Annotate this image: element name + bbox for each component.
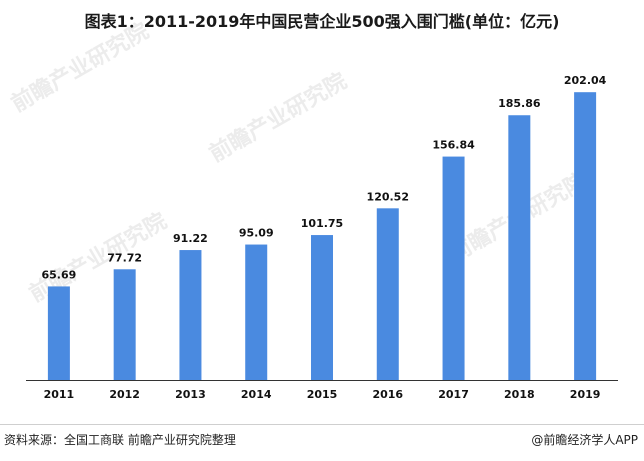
value-label-2019: 202.04 [564, 74, 607, 87]
x-tick-2013: 2013 [175, 388, 206, 401]
x-tick-2018: 2018 [504, 388, 535, 401]
bar-2012 [113, 269, 136, 380]
value-label-2018: 185.86 [498, 97, 541, 110]
value-label-2015: 101.75 [301, 217, 343, 230]
value-label-2017: 156.84 [432, 139, 475, 152]
bars-group [47, 92, 597, 381]
credit-note: @前瞻经济学人APP [531, 433, 638, 447]
bar-2017 [442, 156, 465, 380]
x-tick-2011: 2011 [44, 388, 75, 401]
chart-title: 图表1：2011-2019年中国民营企业500强入围门槛(单位：亿元) [84, 12, 560, 31]
value-label-2013: 91.22 [173, 232, 208, 245]
value-labels: 65.69 77.72 91.22 95.09 101.75 120.52 156.84 18… [41, 74, 606, 281]
bar-2013 [179, 250, 202, 380]
x-tick-2012: 2012 [109, 388, 140, 401]
x-tick-2017: 2017 [438, 388, 469, 401]
value-label-2016: 120.52 [367, 190, 409, 203]
bar-2011 [47, 286, 70, 380]
value-label-2012: 77.72 [107, 251, 142, 264]
bar-2019 [574, 92, 597, 381]
source-note: 资料来源：全国工商联 前瞻产业研究院整理 [4, 433, 236, 447]
bar-2016 [376, 208, 399, 380]
footer-divider [0, 424, 644, 425]
x-tick-labels: 2011 2012 2013 2014 2015 2016 2017 2018 2019 [44, 388, 601, 401]
x-tick-2016: 2016 [372, 388, 403, 401]
value-label-2014: 95.09 [239, 227, 274, 240]
x-tick-2015: 2015 [307, 388, 338, 401]
bar-2014 [245, 244, 268, 380]
bar-2018 [508, 115, 531, 380]
bar-chart: 2011 2012 2013 2014 2015 2016 2017 2018 2019 65.… [26, 74, 618, 401]
bar-2015 [311, 235, 333, 380]
x-tick-2019: 2019 [570, 388, 601, 401]
value-label-2011: 65.69 [41, 268, 76, 281]
x-tick-2014: 2014 [241, 388, 272, 401]
